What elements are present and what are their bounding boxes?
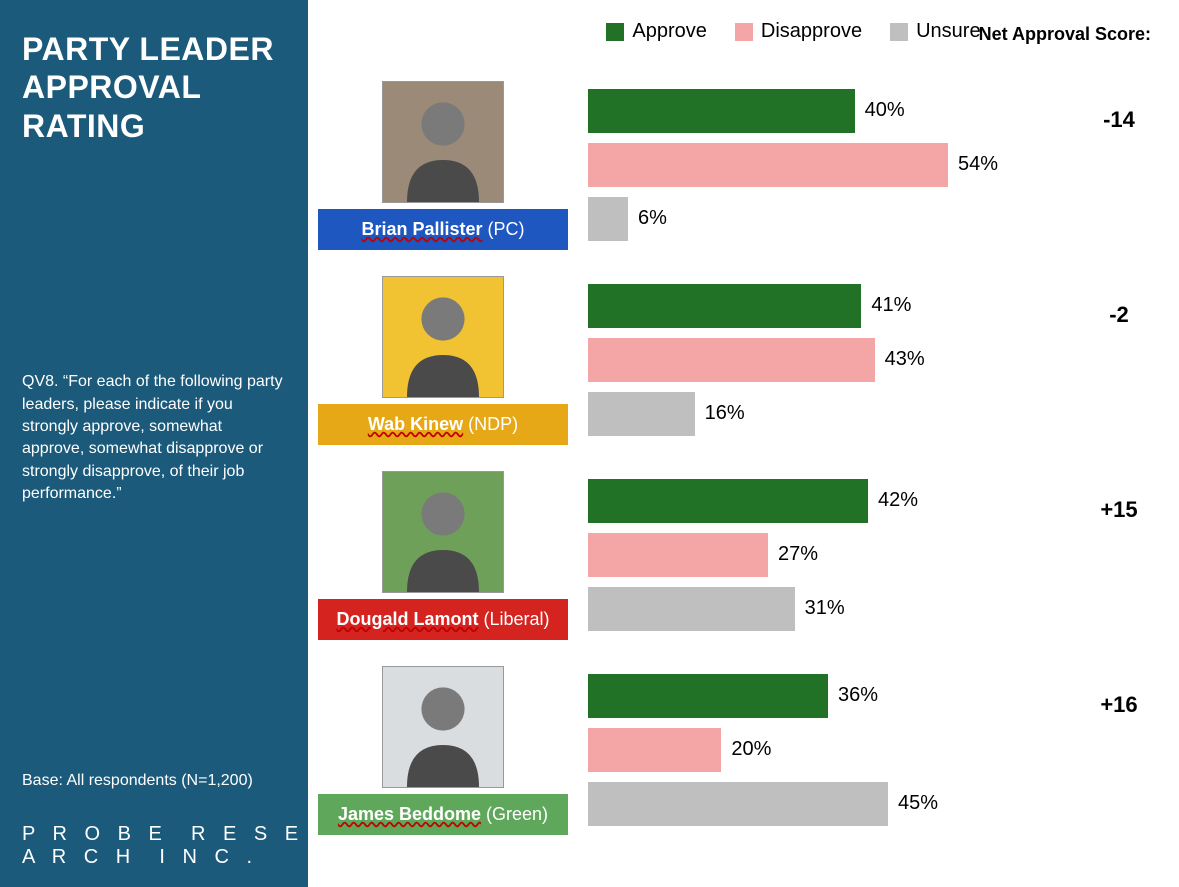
page: PARTY LEADER APPROVAL RATING QV8. “For e… xyxy=(0,0,1179,887)
leader-photo xyxy=(382,81,504,203)
legend-label: Approve xyxy=(632,20,707,43)
bar-approve: 36% xyxy=(588,669,1049,723)
bar-approve: 41% xyxy=(588,279,1049,333)
legend-swatch xyxy=(890,23,908,41)
bar-fill xyxy=(588,197,628,241)
question-text: QV8. “For each of the following party le… xyxy=(22,371,286,505)
bar-fill xyxy=(588,392,695,436)
base-text: Base: All respondents (N=1,200) xyxy=(22,772,286,790)
bar-value-label: 20% xyxy=(731,738,771,761)
bar-value-label: 16% xyxy=(705,402,745,425)
bar-value-label: 27% xyxy=(778,543,818,566)
bar-fill xyxy=(588,728,721,772)
leader-row: Brian Pallister (PC) 40% 54% 6% -14 xyxy=(308,67,1179,262)
bar-value-label: 45% xyxy=(898,792,938,815)
bar-fill xyxy=(588,587,795,631)
bar-value-label: 6% xyxy=(638,207,667,230)
leader-name-tag: Brian Pallister (PC) xyxy=(318,209,568,250)
bar-unsure: 6% xyxy=(588,192,1049,246)
chart-rows: Brian Pallister (PC) 40% 54% 6% -14 Wab Kine… xyxy=(308,67,1179,847)
net-approval-header: Net Approval Score: xyxy=(979,24,1151,46)
net-approval-value: -2 xyxy=(1059,302,1179,328)
leader-profile: Brian Pallister (PC) xyxy=(308,81,578,262)
bar-value-label: 40% xyxy=(865,99,905,122)
bar-value-label: 43% xyxy=(885,348,925,371)
legend-item: Approve xyxy=(606,20,707,43)
net-approval-value: +15 xyxy=(1059,497,1179,523)
bar-fill xyxy=(588,143,948,187)
bar-unsure: 16% xyxy=(588,387,1049,441)
leader-profile: Wab Kinew (NDP) xyxy=(308,276,578,457)
legend-label: Disapprove xyxy=(761,20,862,43)
leader-name-tag: James Beddome (Green) xyxy=(318,794,568,835)
page-title: PARTY LEADER APPROVAL RATING xyxy=(22,30,286,145)
bar-disapprove: 20% xyxy=(588,723,1049,777)
bar-fill xyxy=(588,533,768,577)
bar-approve: 40% xyxy=(588,84,1049,138)
bar-fill xyxy=(588,338,875,382)
brand-logo: P R O B E R E S E A R C H I N C . xyxy=(22,823,308,869)
legend-item: Disapprove xyxy=(735,20,862,43)
bar-value-label: 54% xyxy=(958,153,998,176)
net-approval-value: +16 xyxy=(1059,692,1179,718)
leader-photo xyxy=(382,276,504,398)
bar-unsure: 45% xyxy=(588,777,1049,831)
bar-disapprove: 43% xyxy=(588,333,1049,387)
bar-fill xyxy=(588,782,888,826)
bar-approve: 42% xyxy=(588,474,1049,528)
bar-fill xyxy=(588,89,855,133)
bar-fill xyxy=(588,674,828,718)
bar-disapprove: 27% xyxy=(588,528,1049,582)
net-approval-value: -14 xyxy=(1059,107,1179,133)
leader-bars: 40% 54% 6% xyxy=(578,84,1059,246)
leader-bars: 36% 20% 45% xyxy=(578,669,1059,831)
leader-photo xyxy=(382,471,504,593)
bar-fill xyxy=(588,479,868,523)
leader-row: Wab Kinew (NDP) 41% 43% 16% -2 xyxy=(308,262,1179,457)
leader-photo xyxy=(382,666,504,788)
leader-row: James Beddome (Green) 36% 20% 45% +16 xyxy=(308,652,1179,847)
bar-value-label: 41% xyxy=(871,294,911,317)
bar-value-label: 31% xyxy=(805,597,845,620)
leader-bars: 42% 27% 31% xyxy=(578,474,1059,636)
leader-profile: James Beddome (Green) xyxy=(308,666,578,847)
leader-name-tag: Dougald Lamont (Liberal) xyxy=(318,599,568,640)
leader-profile: Dougald Lamont (Liberal) xyxy=(308,471,578,652)
legend-label: Unsure xyxy=(916,20,980,43)
legend-swatch xyxy=(735,23,753,41)
leader-bars: 41% 43% 16% xyxy=(578,279,1059,441)
bar-unsure: 31% xyxy=(588,582,1049,636)
bar-disapprove: 54% xyxy=(588,138,1049,192)
legend-swatch xyxy=(606,23,624,41)
legend-item: Unsure xyxy=(890,20,980,43)
leader-name-tag: Wab Kinew (NDP) xyxy=(318,404,568,445)
leader-row: Dougald Lamont (Liberal) 42% 27% 31% +15 xyxy=(308,457,1179,652)
bar-value-label: 36% xyxy=(838,684,878,707)
sidebar: PARTY LEADER APPROVAL RATING QV8. “For e… xyxy=(0,0,308,887)
bar-fill xyxy=(588,284,861,328)
bar-value-label: 42% xyxy=(878,489,918,512)
main-panel: Approve Disapprove Unsure Net Approval Sco… xyxy=(308,0,1179,887)
